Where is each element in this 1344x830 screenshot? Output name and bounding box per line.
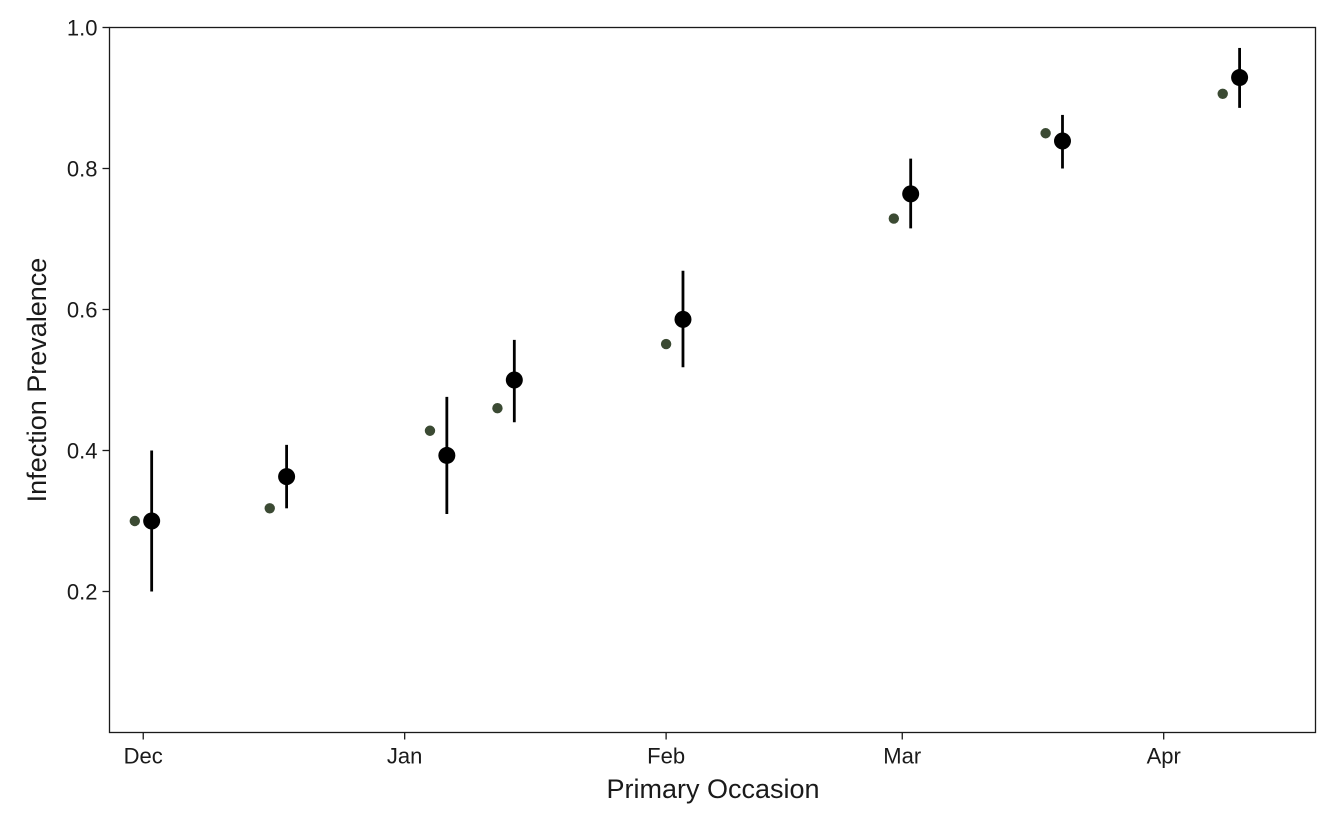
x-tick-label: Mar xyxy=(883,744,921,769)
x-tick-label: Apr xyxy=(1147,744,1181,769)
plot-panel xyxy=(108,26,1317,734)
y-axis: 0.2 0.4 0.6 0.8 1.0 xyxy=(67,16,110,605)
observed-point xyxy=(424,425,436,436)
y-tick-label: 0.2 xyxy=(67,580,98,605)
y-tick-label: 0.8 xyxy=(67,157,98,182)
estimate-point xyxy=(143,512,161,530)
observed-point xyxy=(660,338,672,350)
y-tick-label: 1.0 xyxy=(67,16,98,41)
x-tick-label: Jan xyxy=(387,744,422,769)
chart-marks xyxy=(129,47,1249,592)
estimate-point xyxy=(902,185,920,203)
estimate-point xyxy=(438,446,456,464)
observed-point xyxy=(264,503,275,514)
x-axis: Dec Jan Feb Mar Apr xyxy=(124,732,1181,769)
x-axis-title: Primary Occasion xyxy=(606,774,819,804)
y-axis-title: Infection Prevalence xyxy=(22,258,52,503)
estimate-point xyxy=(1231,69,1249,87)
estimate-point xyxy=(505,371,523,389)
observed-point xyxy=(129,515,141,527)
estimate-point xyxy=(1053,132,1071,150)
y-tick-label: 0.6 xyxy=(67,298,98,323)
y-tick-label: 0.4 xyxy=(67,439,98,464)
estimate-point xyxy=(278,468,296,486)
estimate-point xyxy=(674,310,692,328)
observed-point xyxy=(1040,128,1051,139)
x-tick-label: Feb xyxy=(647,744,685,769)
observed-point xyxy=(888,213,900,224)
observed-point xyxy=(1217,88,1228,99)
observed-point xyxy=(492,403,503,414)
x-tick-label: Dec xyxy=(124,744,163,769)
